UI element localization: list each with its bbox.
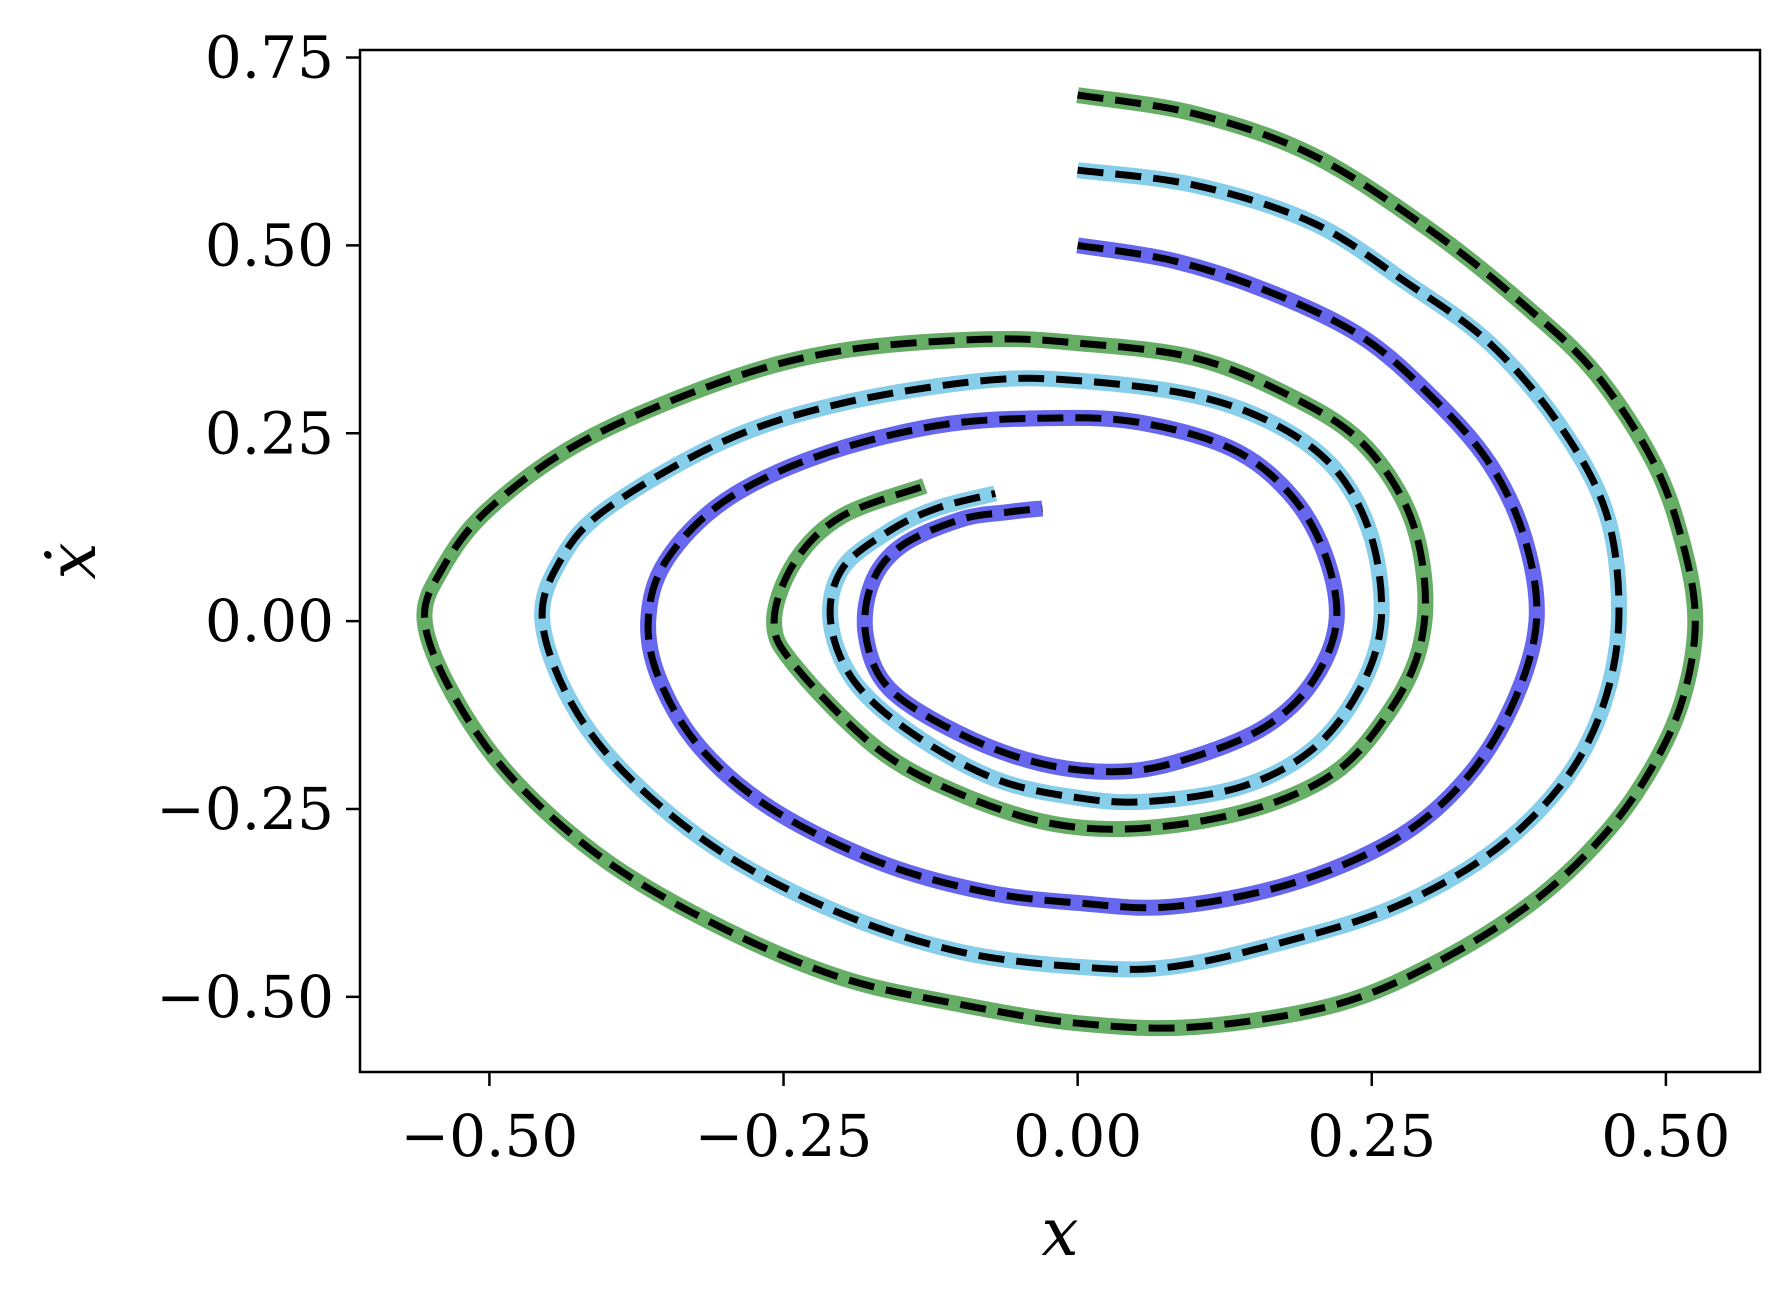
- y-tick-label-5: −0.25: [156, 775, 334, 843]
- y-tick-label-4: 0.00: [205, 587, 334, 655]
- x-tick-label-4: 0.25: [1307, 1102, 1436, 1170]
- y-ticks: 0.75 0.50 0.25 0.00 −0.25 −0.50: [156, 24, 360, 1031]
- y-tick-label-6: −0.50: [156, 963, 334, 1031]
- x-tick-label-5: 0.50: [1601, 1102, 1730, 1170]
- series-dashed-overlay-3: [644, 241, 1541, 912]
- y-tick-label-1: 0.75: [205, 24, 334, 92]
- x-ticks: −0.50 −0.25 0.00 0.25 0.50: [401, 1072, 1730, 1170]
- y-tick-label-2: 0.50: [205, 211, 334, 279]
- plot-frame: [358, 48, 1762, 1074]
- y-axis-label: ẋ: [34, 542, 111, 579]
- x-tick-label-3: 0.00: [1013, 1102, 1142, 1170]
- y-tick-label-3: 0.25: [205, 399, 334, 467]
- x-tick-label-1: −0.50: [401, 1102, 579, 1170]
- series-layer: [416, 87, 1704, 1037]
- x-tick-label-2: −0.25: [695, 1102, 873, 1170]
- series-dashed-overlay-1: [420, 91, 1699, 1032]
- series-dashed-overlay-2: [538, 166, 1623, 973]
- x-axis-label: x: [1041, 1194, 1078, 1271]
